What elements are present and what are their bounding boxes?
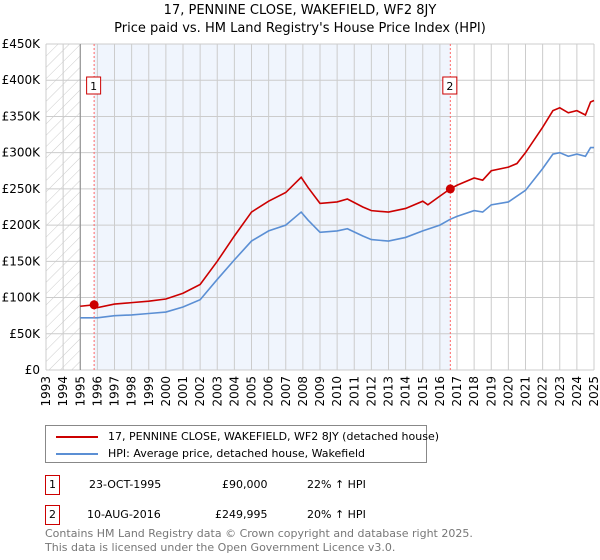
sale-point [445,184,455,194]
x-tick-label: 1999 [142,376,156,407]
date: 23-OCT-1995 [89,478,162,491]
transaction-row: 2 10-AUG-2016 £249,995 20% ↑ HPI [45,505,445,525]
x-tick-label: 2001 [176,376,190,407]
chart-title: 17, PENNINE CLOSE, WAKEFIELD, WF2 8JY [163,3,437,18]
marker-badge: 1 [45,475,60,495]
x-tick-label: 2014 [399,376,413,407]
x-tick-label: 2009 [313,376,327,407]
x-tick-label: 2018 [467,376,481,407]
property-price-line [80,99,595,309]
legend-blue-line [56,452,98,455]
x-tick-label: 2023 [553,376,567,407]
y-tick-label: £0 [25,363,40,377]
price: £249,995 [215,508,268,521]
x-tick-label: 2004 [227,376,241,407]
x-tick-label: 2007 [279,376,293,407]
x-tick-label: 2015 [416,376,430,407]
x-tick-label: 2017 [450,376,464,407]
hpi-diff: 20% ↑ HPI [307,508,366,521]
x-tick-label: 1998 [125,376,139,407]
x-tick-label: 1993 [39,376,53,407]
y-tick-label: £350K [2,109,42,123]
y-tick-label: £200K [2,218,42,232]
sale-point [89,300,99,310]
y-tick-label: £250K [2,182,42,196]
footer-line2: This data is licensed under the Open Gov… [45,541,396,554]
x-tick-label: 2022 [536,376,550,407]
x-tick-label: 1996 [90,376,104,407]
x-tick-label: 2000 [159,376,173,407]
date: 10-AUG-2016 [87,508,161,521]
price: £90,000 [222,478,268,491]
y-tick-label: £300K [2,146,42,160]
x-tick-label: 2013 [382,376,396,407]
x-tick-label: 2021 [519,376,533,407]
sale-label: 1 [90,80,97,93]
x-tick-label: 2019 [484,376,498,407]
price-chart: 1993 1994 1995 1996 1997 1998 1999 2000 2001 2002… [2,37,600,407]
footer: Contains HM Land Registry data © Crown c… [45,527,473,555]
legend-red-line [56,435,98,438]
sale-label: 2 [446,80,453,93]
marker-badge: 2 [45,505,60,525]
sale-label-box [442,76,458,95]
chart-subtitle: Price paid vs. HM Land Registry's House … [114,21,486,36]
x-tick-label: 2003 [210,376,224,407]
x-tick-label: 2020 [501,376,515,407]
hpi-line [80,146,594,319]
transaction-row: 1 23-OCT-1995 £90,000 22% ↑ HPI [45,475,445,495]
x-tick-label: 2008 [296,376,310,407]
x-tick-label: 2025 [587,376,600,407]
footer-line1: Contains HM Land Registry data © Crown c… [45,527,473,540]
y-tick-label: £100K [2,291,42,305]
x-tick-label: 1995 [73,376,87,407]
x-tick-label: 2024 [570,376,584,407]
legend: 17, PENNINE CLOSE, WAKEFIELD, WF2 8JY (d… [45,425,439,463]
ownership-band [94,44,451,370]
legend-hpi: HPI: Average price, detached house, Wake… [108,447,366,460]
x-tick-label: 2002 [193,376,207,407]
y-tick-label: £150K [2,254,42,268]
y-tick-label: £50K [9,327,41,341]
legend-property: 17, PENNINE CLOSE, WAKEFIELD, WF2 8JY (d… [108,430,440,443]
x-tick-label: 1994 [56,376,70,407]
x-tick-label: 2006 [262,376,276,407]
y-tick-label: £450K [2,37,42,51]
x-tick-label: 2012 [364,376,378,407]
x-tick-label: 2010 [330,376,344,407]
x-tick-label: 1997 [108,376,122,407]
x-tick-label: 2016 [433,376,447,407]
x-tick-label: 2005 [245,376,259,407]
sale-label-box [86,76,102,95]
y-tick-label: £400K [2,73,42,87]
hpi-diff: 22% ↑ HPI [307,478,366,491]
x-tick-label: 2011 [347,376,361,407]
